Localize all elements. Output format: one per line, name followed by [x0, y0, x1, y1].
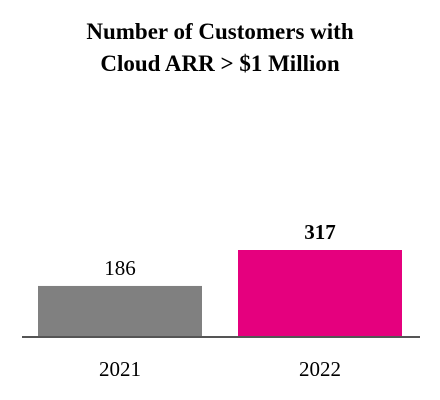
bar-2022	[238, 250, 402, 337]
chart-title: Number of Customers with Cloud ARR > $1 …	[0, 16, 440, 80]
data-label-2022: 317	[304, 220, 336, 244]
bars-layer	[38, 250, 402, 337]
x-tick-label-2021: 2021	[99, 357, 141, 381]
x-tick-label-2022: 2022	[299, 357, 341, 381]
chart-title-line-2: Cloud ARR > $1 Million	[100, 51, 340, 76]
data-label-2021: 186	[104, 256, 136, 280]
bar-2021	[38, 285, 202, 337]
labels-layer: 186 2021 317 2022	[99, 220, 341, 381]
chart-title-line-1: Number of Customers with	[86, 19, 354, 44]
